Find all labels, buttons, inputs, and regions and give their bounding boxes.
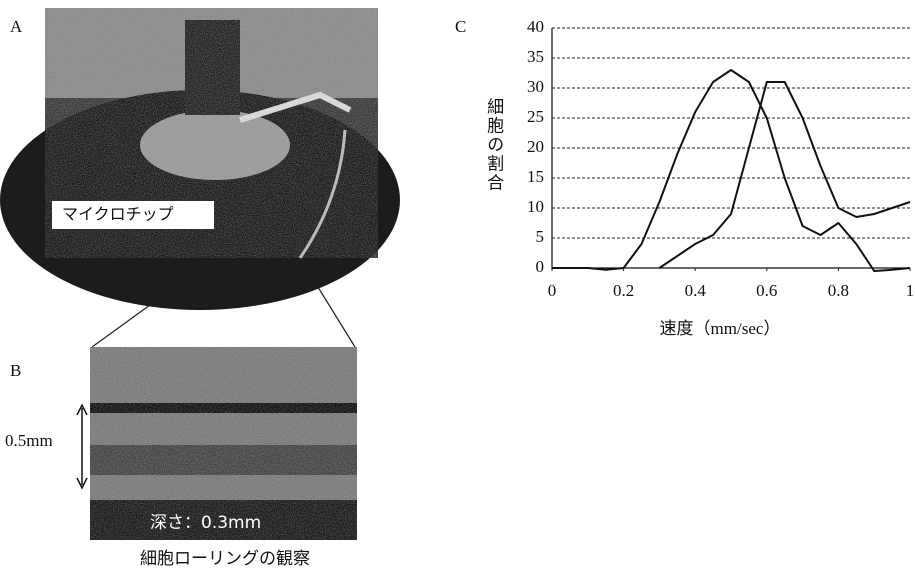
x-tick-label: 0.4 [685,281,707,300]
y-tick-label: 15 [527,167,544,186]
zoom-line [91,257,216,348]
y-tick-label: 5 [536,227,545,246]
y-tick-label: 0 [536,257,545,276]
y-tick-label: 10 [527,197,544,216]
y-tick-label: 35 [527,47,544,66]
panel-label: C [455,17,466,36]
photo-a [0,8,400,310]
photo-b [90,347,357,540]
width-label: 0.5mm [5,431,53,450]
x-tick-label: 0.2 [613,281,634,300]
photo-caption: マイクロチップ [62,205,174,224]
y-tick-label: 30 [527,77,544,96]
width-arrow [76,403,88,490]
panel-label: A [10,17,23,36]
data-line [658,81,911,269]
x-axis-label: 速度（mm/sec） [660,319,781,338]
panel-label: B [10,361,21,380]
x-tick-label: 0 [548,281,557,300]
depth-label: 深さ：0.3mm [150,513,261,533]
plot: 0 5 10 15 20 25 30 35 40 0 0.2 0.4 0.6 0.8 1 [527,17,914,300]
y-axis-label: 細胞の割合 [484,97,504,192]
y-tick-label: 25 [527,107,544,126]
zoom-line [299,257,356,348]
y-tick-label: 20 [527,137,544,156]
x-tick-label: 0.8 [828,281,849,300]
y-tick-label: 40 [527,17,544,36]
data-line [552,69,911,272]
x-tick-label: 1 [906,281,915,300]
axis [551,28,910,269]
caption: 細胞ローリングの観察 [140,549,310,568]
x-tick-label: 0.6 [756,281,777,300]
